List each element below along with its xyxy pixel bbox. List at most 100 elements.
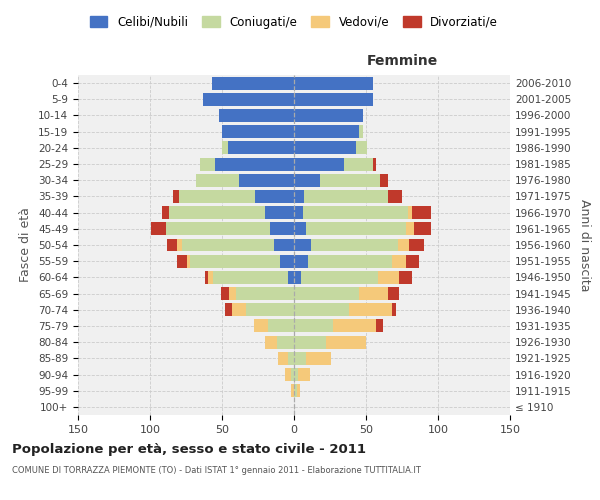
Bar xyxy=(173,190,179,203)
Bar xyxy=(190,254,280,268)
Bar xyxy=(294,174,320,186)
Bar xyxy=(169,206,265,219)
Bar xyxy=(408,206,412,219)
Bar xyxy=(294,304,349,316)
Bar xyxy=(269,222,294,235)
Bar xyxy=(294,287,359,300)
Bar xyxy=(344,158,373,170)
Bar xyxy=(208,271,214,284)
Bar xyxy=(274,238,294,252)
Bar xyxy=(187,254,190,268)
Text: Femmine: Femmine xyxy=(367,54,437,68)
Bar xyxy=(301,271,377,284)
Bar xyxy=(294,384,297,397)
Bar xyxy=(294,158,344,170)
Bar xyxy=(399,271,412,284)
Bar xyxy=(376,320,383,332)
Bar xyxy=(294,320,333,332)
Bar xyxy=(294,125,359,138)
Bar xyxy=(294,238,311,252)
Bar xyxy=(167,238,178,252)
Bar xyxy=(229,287,236,300)
Bar xyxy=(308,254,392,268)
Bar xyxy=(286,368,291,381)
Bar xyxy=(222,142,228,154)
Bar xyxy=(255,190,294,203)
Bar xyxy=(265,206,294,219)
Bar xyxy=(212,76,294,90)
Bar xyxy=(265,336,277,348)
Bar xyxy=(349,304,392,316)
Bar xyxy=(406,254,419,268)
Bar xyxy=(326,336,366,348)
Bar xyxy=(359,125,363,138)
Bar xyxy=(294,368,298,381)
Bar xyxy=(247,304,294,316)
Bar xyxy=(228,142,294,154)
Bar xyxy=(280,254,294,268)
Bar xyxy=(221,287,229,300)
Bar xyxy=(161,206,169,219)
Bar xyxy=(294,142,356,154)
Bar xyxy=(294,222,305,235)
Bar xyxy=(232,304,247,316)
Legend: Celibi/Nubili, Coniugati/e, Vedovi/e, Divorziati/e: Celibi/Nubili, Coniugati/e, Vedovi/e, Di… xyxy=(85,11,503,34)
Text: COMUNE DI TORRAZZA PIEMONTE (TO) - Dati ISTAT 1° gennaio 2011 - Elaborazione TUT: COMUNE DI TORRAZZA PIEMONTE (TO) - Dati … xyxy=(12,466,421,475)
Bar xyxy=(377,271,399,284)
Bar xyxy=(178,254,187,268)
Bar xyxy=(413,222,431,235)
Bar xyxy=(392,254,406,268)
Bar xyxy=(203,93,294,106)
Bar xyxy=(291,368,294,381)
Bar xyxy=(179,190,255,203)
Bar xyxy=(288,352,294,365)
Bar xyxy=(277,336,294,348)
Bar xyxy=(388,287,399,300)
Bar xyxy=(380,174,388,186)
Bar xyxy=(294,352,305,365)
Text: Popolazione per età, sesso e stato civile - 2011: Popolazione per età, sesso e stato civil… xyxy=(12,442,366,456)
Bar xyxy=(294,206,302,219)
Bar xyxy=(294,76,373,90)
Bar xyxy=(304,190,388,203)
Bar xyxy=(151,222,166,235)
Bar xyxy=(278,352,288,365)
Bar xyxy=(356,142,367,154)
Bar xyxy=(294,190,304,203)
Bar xyxy=(215,158,294,170)
Bar xyxy=(294,254,308,268)
Bar xyxy=(236,287,294,300)
Bar xyxy=(291,384,294,397)
Bar xyxy=(298,368,310,381)
Bar xyxy=(166,222,269,235)
Bar xyxy=(294,109,363,122)
Bar xyxy=(294,271,301,284)
Bar xyxy=(409,238,424,252)
Bar xyxy=(178,238,182,252)
Bar xyxy=(392,304,396,316)
Bar xyxy=(305,222,406,235)
Bar xyxy=(222,125,294,138)
Bar xyxy=(333,320,376,332)
Bar xyxy=(225,304,232,316)
Bar xyxy=(302,206,408,219)
Bar xyxy=(196,174,239,186)
Y-axis label: Fasce di età: Fasce di età xyxy=(19,208,32,282)
Bar xyxy=(305,352,331,365)
Bar xyxy=(268,320,294,332)
Bar xyxy=(311,238,398,252)
Bar xyxy=(297,384,300,397)
Bar xyxy=(388,190,402,203)
Bar xyxy=(200,158,215,170)
Bar xyxy=(239,174,294,186)
Bar xyxy=(288,271,294,284)
Bar xyxy=(373,158,376,170)
Bar xyxy=(294,93,373,106)
Bar xyxy=(412,206,431,219)
Bar xyxy=(359,287,388,300)
Bar xyxy=(205,271,208,284)
Bar xyxy=(182,238,274,252)
Bar xyxy=(294,336,326,348)
Bar xyxy=(398,238,409,252)
Bar xyxy=(406,222,413,235)
